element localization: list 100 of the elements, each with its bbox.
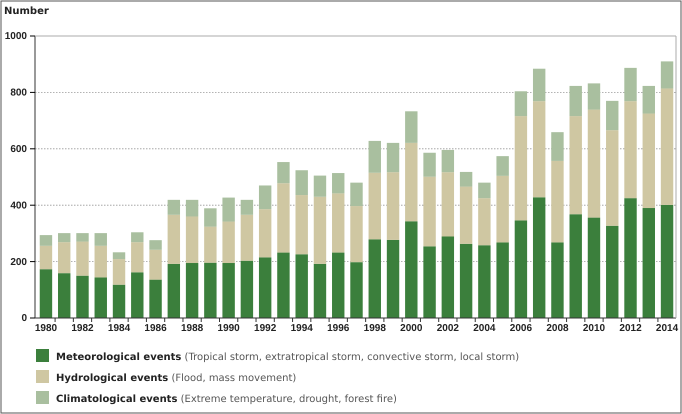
bar xyxy=(149,240,162,250)
y-tick-label: 800 xyxy=(10,88,28,99)
y-axis-title: Number xyxy=(4,6,49,17)
bar xyxy=(314,196,326,264)
y-tick-label: 600 xyxy=(10,144,28,155)
x-tick-label: 2012 xyxy=(619,323,642,334)
x-tick-label: 1988 xyxy=(180,323,204,334)
bar xyxy=(76,233,89,242)
y-tick-label: 1000 xyxy=(4,31,28,42)
bar xyxy=(94,246,107,278)
bar xyxy=(186,200,198,216)
bar xyxy=(350,206,363,262)
x-tick-label: 2004 xyxy=(473,323,496,334)
bar xyxy=(478,182,491,198)
bar xyxy=(350,182,363,206)
bar xyxy=(168,200,180,215)
bar xyxy=(204,262,217,318)
x-tick-label: 2008 xyxy=(546,323,570,334)
bar xyxy=(551,242,564,318)
y-tick-label: 400 xyxy=(10,200,28,212)
bar xyxy=(222,222,235,264)
bar xyxy=(204,226,217,263)
bar xyxy=(368,172,381,240)
bar xyxy=(386,240,400,318)
bar xyxy=(112,284,126,318)
bar xyxy=(624,68,637,102)
x-tick-label: 1992 xyxy=(254,323,277,334)
bar xyxy=(423,246,436,318)
bar xyxy=(58,242,70,274)
bar xyxy=(514,116,528,220)
bar xyxy=(423,152,436,177)
bar xyxy=(277,162,290,184)
bar xyxy=(460,172,472,187)
bar xyxy=(532,101,546,198)
bar xyxy=(131,232,144,242)
bar xyxy=(606,100,618,130)
bar xyxy=(40,246,52,270)
x-tick-label: 1994 xyxy=(290,323,314,334)
bar xyxy=(624,198,637,318)
bar xyxy=(258,209,272,258)
x-tick-label: 1990 xyxy=(218,323,240,334)
bar xyxy=(277,252,290,318)
bar xyxy=(131,242,144,272)
bar xyxy=(112,259,126,285)
bar xyxy=(570,214,582,318)
bar xyxy=(588,218,600,318)
bar xyxy=(514,220,528,318)
bar xyxy=(186,216,198,264)
legend-label: Climatological events (Extreme temperature, drought, forest fire) xyxy=(56,394,397,405)
bar xyxy=(532,68,546,102)
x-tick-label: 1982 xyxy=(71,323,94,334)
bar xyxy=(131,272,144,318)
x-tick-label: 2002 xyxy=(436,323,460,334)
bar xyxy=(460,244,472,318)
bar xyxy=(460,186,472,244)
bar xyxy=(606,226,618,318)
bar xyxy=(386,172,400,240)
bar xyxy=(405,142,418,222)
bar xyxy=(660,204,674,318)
bar xyxy=(386,142,400,172)
bar xyxy=(660,61,674,88)
bar xyxy=(240,200,254,215)
bar xyxy=(588,83,600,110)
bar xyxy=(40,235,52,246)
bar xyxy=(496,156,509,176)
bar xyxy=(368,239,381,318)
bar xyxy=(551,160,564,242)
bar xyxy=(442,172,454,236)
bar xyxy=(642,114,655,208)
bar xyxy=(168,214,180,264)
bar xyxy=(642,208,655,318)
bar xyxy=(314,264,326,318)
bar xyxy=(295,195,308,254)
bar xyxy=(350,262,363,318)
bar xyxy=(295,254,308,318)
bar xyxy=(496,242,509,318)
bar xyxy=(258,257,272,318)
bar xyxy=(514,91,528,116)
bar xyxy=(186,263,198,318)
legend-label: Hydrological events (Flood, mass movement) xyxy=(56,373,296,384)
legend-label: Meteorological events (Tropical storm, extratropical storm, convective storm, local storm) xyxy=(56,352,520,363)
bar xyxy=(94,277,107,318)
bar xyxy=(58,233,70,242)
x-tick-label: 1998 xyxy=(364,323,386,334)
bar xyxy=(112,252,126,260)
bar xyxy=(222,263,235,318)
x-tick-label: 2000 xyxy=(400,323,423,334)
y-tick-label: 0 xyxy=(21,313,28,324)
bar xyxy=(642,86,655,114)
bar xyxy=(551,132,564,161)
bar xyxy=(76,276,89,318)
bar xyxy=(240,214,254,261)
x-tick-label: 1996 xyxy=(327,323,350,334)
bar xyxy=(588,110,600,218)
bar xyxy=(332,193,344,253)
bar xyxy=(660,88,674,205)
bar xyxy=(277,183,290,253)
bar xyxy=(94,233,107,246)
bar xyxy=(423,176,436,246)
bar xyxy=(332,252,344,318)
